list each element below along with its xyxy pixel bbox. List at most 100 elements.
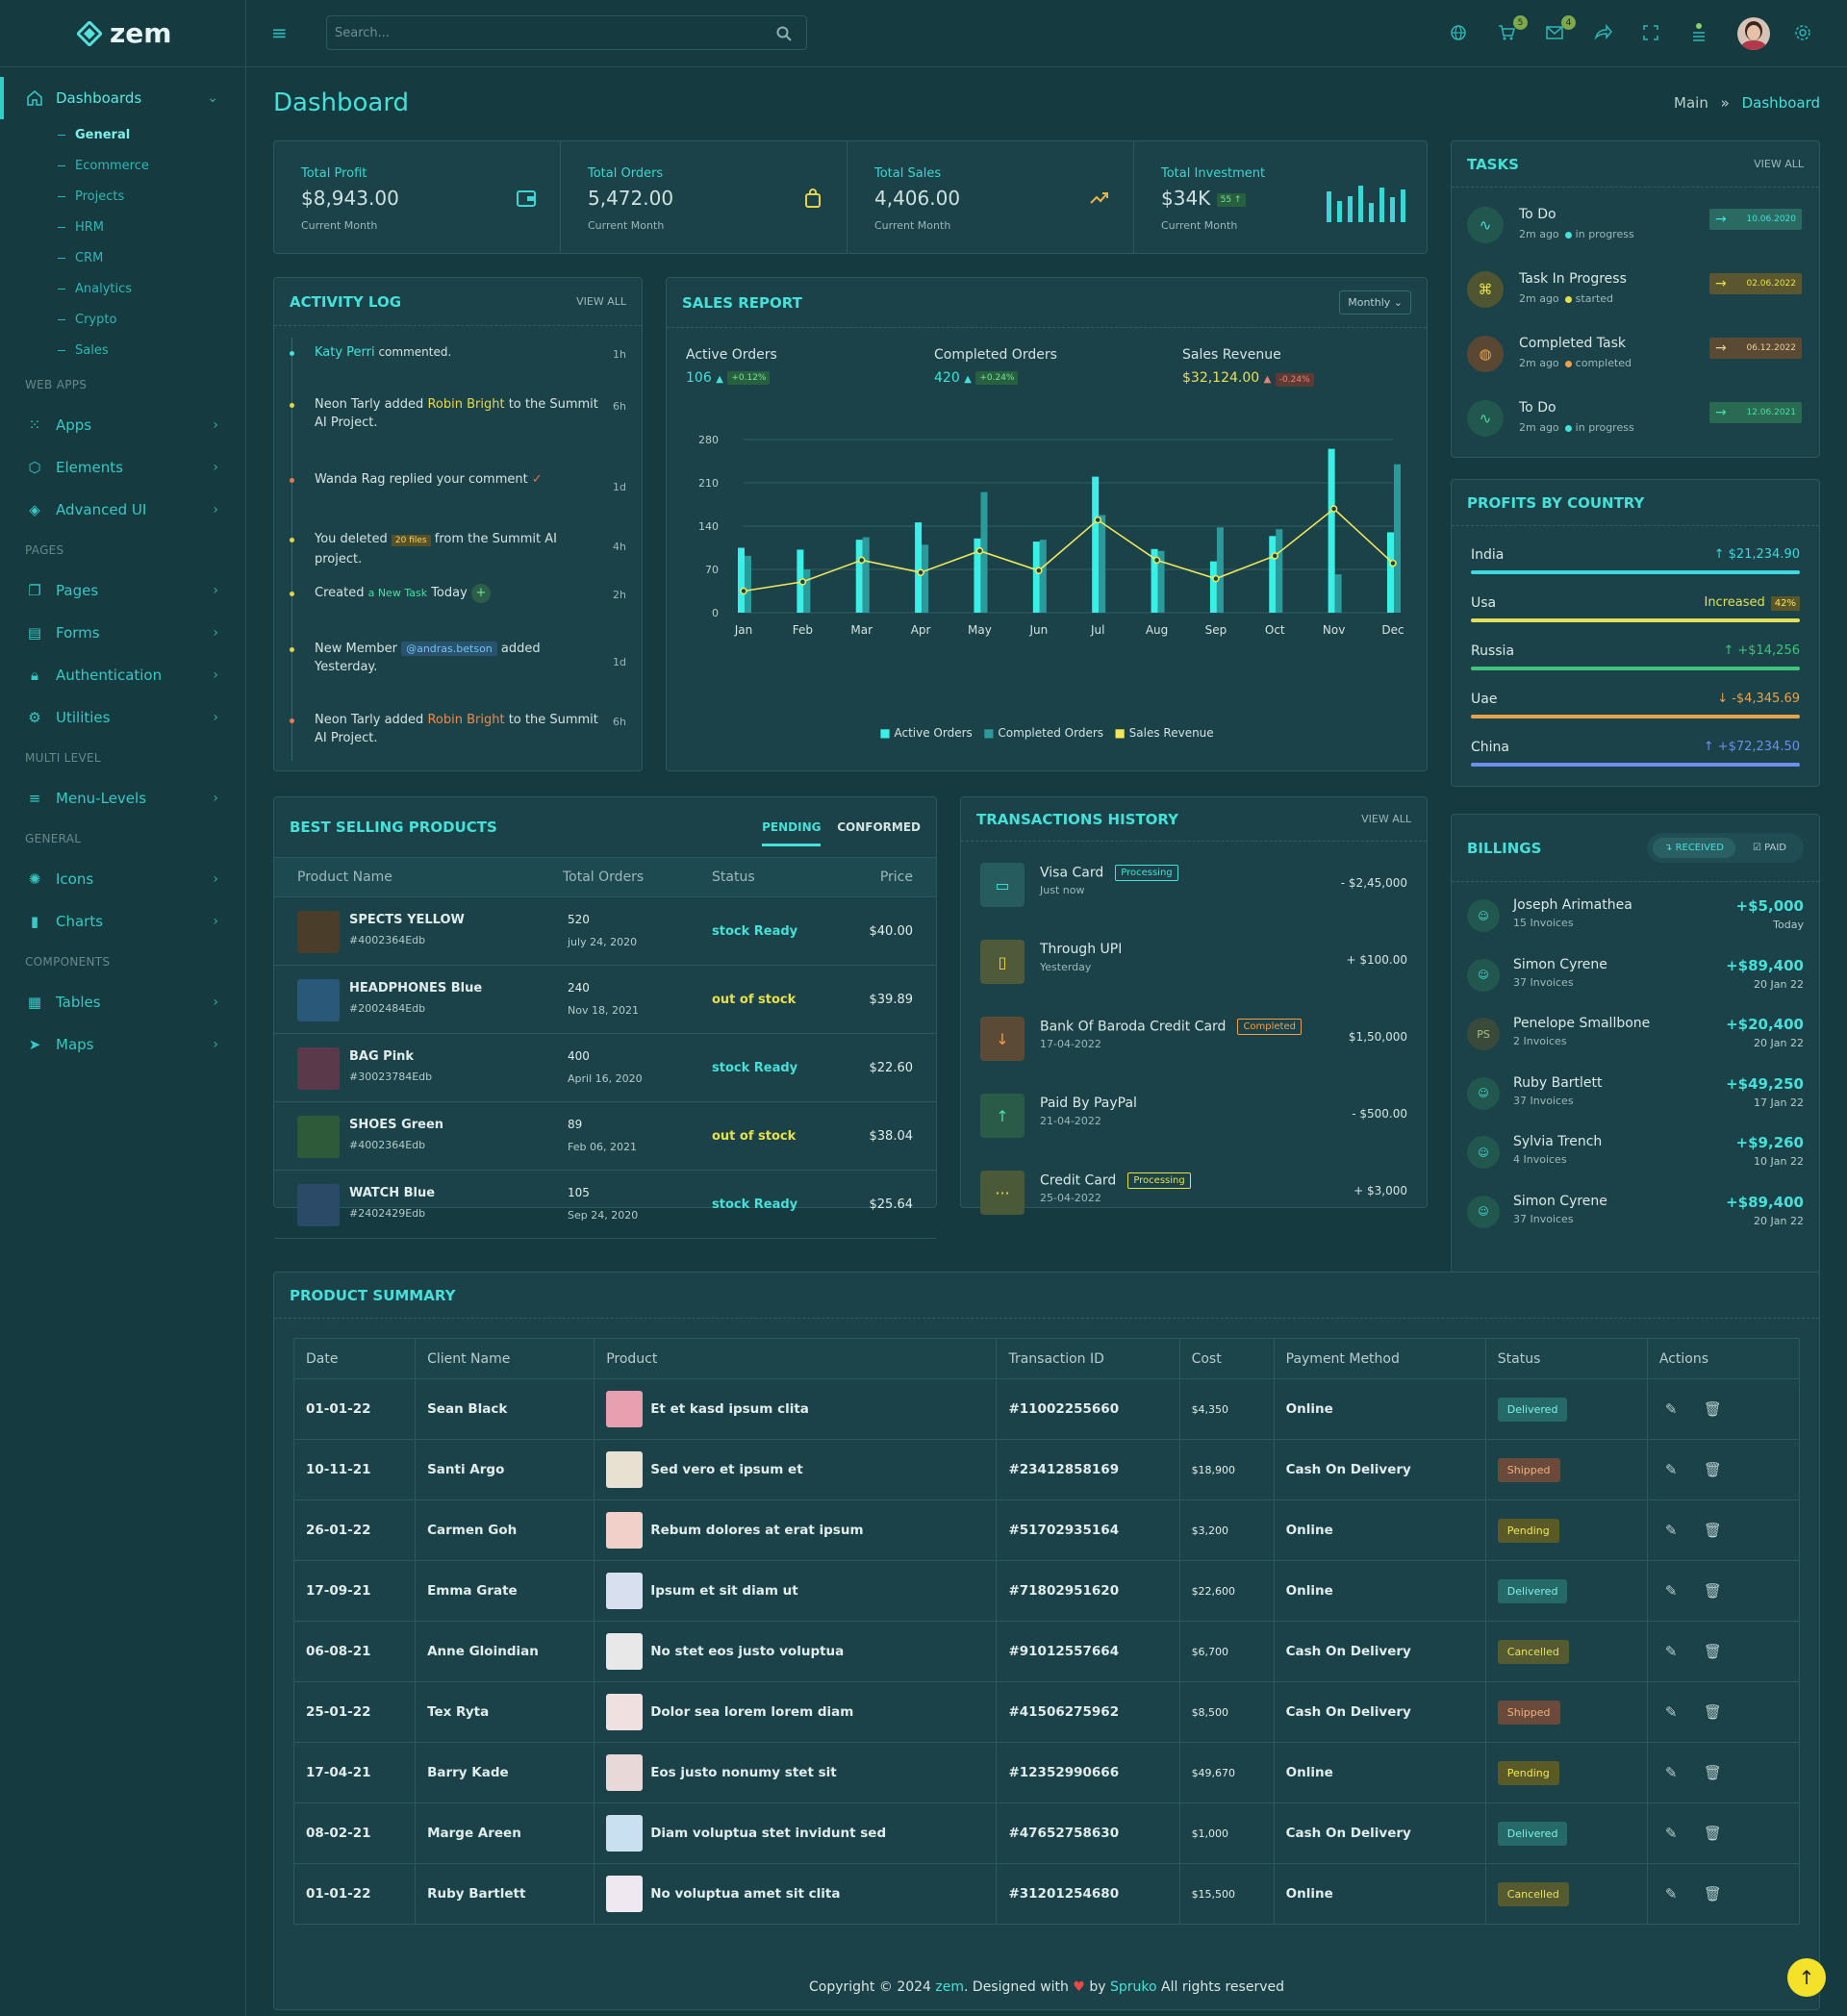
task-date: 02.06.2022: [1746, 279, 1796, 289]
sidebar-item-advanced-ui[interactable]: ◈ Advanced UI ›: [0, 489, 245, 531]
edit-icon[interactable]: ✎: [1664, 1522, 1678, 1539]
task-item[interactable]: ∿ To Do 2m ago in progress → 12.06.2021: [1467, 394, 1802, 452]
footer-brand-link[interactable]: zem: [935, 1979, 965, 1995]
view-all-link[interactable]: VIEW ALL: [1361, 813, 1411, 825]
billing-row[interactable]: ☺ Sylvia Trench 4 Invoices +$9,260 10 Jan 22: [1467, 1130, 1804, 1188]
sidebar-item-icons[interactable]: ✺ Icons ›: [0, 858, 245, 900]
edit-icon[interactable]: ✎: [1664, 1582, 1678, 1600]
tab-conformed[interactable]: CONFORMED: [837, 820, 921, 834]
product-thumbnail: [606, 1694, 644, 1730]
scroll-to-top-button[interactable]: ↑: [1787, 1958, 1826, 1997]
view-all-link[interactable]: VIEW ALL: [576, 295, 626, 308]
menu-toggle-icon[interactable]: ≡: [271, 21, 288, 44]
member-tag[interactable]: @andras.betson: [401, 642, 497, 656]
tab-pending[interactable]: PENDING: [762, 820, 822, 846]
transaction-row[interactable]: ··· Credit Card Processing 25-04-2022 + $3,0…: [980, 1171, 1407, 1217]
trash-icon[interactable]: 🗑︎: [1703, 1461, 1722, 1478]
breadcrumb-main[interactable]: Main: [1674, 94, 1708, 112]
trash-icon[interactable]: 🗑︎: [1703, 1400, 1722, 1418]
edit-icon[interactable]: ✎: [1664, 1703, 1678, 1721]
sidebar-item-dashboards[interactable]: Dashboards ⌄: [0, 77, 245, 119]
sidebar-sub-sales[interactable]: Sales: [0, 335, 245, 365]
transaction-row[interactable]: ▯ Through UPI Yesterday + $100.00: [980, 940, 1407, 986]
kpi-value: $32,124.00: [1182, 370, 1260, 386]
sidebar-sub-general[interactable]: General: [0, 119, 245, 150]
product-row[interactable]: BAG Pink #30023784Edb 400 April 16, 2020 sto…: [274, 1034, 936, 1102]
share-icon[interactable]: [1593, 23, 1614, 44]
chevron-right-icon: ›: [213, 625, 218, 641]
product-row[interactable]: WATCH Blue #2402429Edb 105 Sep 24, 2020 stoc…: [274, 1171, 936, 1239]
task-item[interactable]: ∿ To Do 2m ago in progress → 10.06.2020: [1467, 201, 1802, 259]
product-row[interactable]: SHOES Green #4002364Edb 89 Feb 06, 2021 out …: [274, 1102, 936, 1171]
activity-text: Neon Tarly added: [315, 397, 428, 412]
status-badge: Delivered: [1497, 1397, 1568, 1422]
notification-list-icon[interactable]: [1689, 23, 1710, 44]
sidebar-sub-crm[interactable]: CRM: [0, 242, 245, 273]
activity-highlight[interactable]: a New Task: [367, 587, 428, 599]
sidebar-item-authentication[interactable]: 🔒︎ Authentication ›: [0, 654, 245, 696]
transaction-row[interactable]: ↑ Paid By PayPal 21-04-2022 - $500.00: [980, 1094, 1407, 1140]
country-progress-bar: [1471, 667, 1800, 670]
sidebar-sub-projects[interactable]: Projects: [0, 181, 245, 212]
edit-icon[interactable]: ✎: [1664, 1461, 1678, 1478]
cart-icon[interactable]: 5: [1497, 15, 1528, 44]
task-item[interactable]: ◍ Completed Task 2m ago completed → 06.12.202…: [1467, 330, 1802, 388]
billing-row[interactable]: ☺ Ruby Bartlett 37 Invoices +$49,250 17 Jan …: [1467, 1071, 1804, 1129]
trash-icon[interactable]: 🗑︎: [1703, 1885, 1722, 1903]
sidebar-item-elements[interactable]: ⬡ Elements ›: [0, 446, 245, 489]
sidebar-sub-ecommerce[interactable]: Ecommerce: [0, 150, 245, 181]
transaction-row[interactable]: ▭ Visa Card Processing Just now - $2,45,000: [980, 863, 1407, 909]
edit-icon[interactable]: ✎: [1664, 1643, 1678, 1660]
product-row[interactable]: HEADPHONES Blue #2002484Edb 240 Nov 18, 202…: [274, 966, 936, 1034]
tab-received[interactable]: ↴ RECEIVED: [1652, 838, 1735, 858]
legend-swatch-active: ■: [879, 726, 891, 740]
view-all-link[interactable]: VIEW ALL: [1754, 158, 1804, 170]
search-icon[interactable]: [775, 25, 793, 42]
settings-icon[interactable]: [1793, 23, 1814, 44]
sidebar-item-maps[interactable]: ➤ Maps ›: [0, 1023, 245, 1066]
edit-icon[interactable]: ✎: [1664, 1885, 1678, 1903]
trash-icon[interactable]: 🗑︎: [1703, 1643, 1722, 1660]
add-icon[interactable]: +: [470, 584, 491, 603]
trash-icon[interactable]: 🗑︎: [1703, 1764, 1722, 1781]
transaction-row[interactable]: ↓ Bank Of Baroda Credit Card Completed 17-0…: [980, 1017, 1407, 1063]
sidebar-item-forms[interactable]: ▤ Forms ›: [0, 612, 245, 654]
tab-paid[interactable]: ☑ PAID: [1741, 838, 1798, 858]
edit-icon[interactable]: ✎: [1664, 1825, 1678, 1842]
fullscreen-icon[interactable]: [1641, 23, 1662, 44]
sidebar-item-menu-levels[interactable]: ≡ Menu-Levels ›: [0, 777, 245, 819]
period-dropdown[interactable]: Monthly ⌄: [1339, 290, 1411, 315]
activity-highlight[interactable]: Katy Perri: [315, 345, 375, 360]
footer-company-link[interactable]: Spruko: [1110, 1979, 1157, 1995]
avatar[interactable]: [1737, 17, 1770, 50]
search-input[interactable]: Search...: [326, 15, 807, 50]
cube-icon: ⬡: [28, 459, 41, 476]
edit-icon[interactable]: ✎: [1664, 1400, 1678, 1418]
activity-highlight[interactable]: Robin Bright: [427, 397, 505, 412]
mail-icon[interactable]: 4: [1545, 15, 1576, 44]
billing-row[interactable]: ☺ Simon Cyrene 37 Invoices +$89,400 20 Jan 2…: [1467, 953, 1804, 1011]
sidebar-item-pages[interactable]: ❐ Pages ›: [0, 569, 245, 612]
trash-icon[interactable]: 🗑︎: [1703, 1703, 1722, 1721]
logo[interactable]: zem: [0, 0, 245, 67]
sidebar-sub-hrm[interactable]: HRM: [0, 212, 245, 242]
sidebar-item-utilities[interactable]: ⚙︎ Utilities ›: [0, 696, 245, 739]
billing-row[interactable]: ☺ Simon Cyrene 37 Invoices +$89,400 20 Jan 2…: [1467, 1190, 1804, 1247]
billing-row[interactable]: PS Penelope Smallbone 2 Invoices +$20,400 20…: [1467, 1012, 1804, 1070]
trash-icon[interactable]: 🗑︎: [1703, 1522, 1722, 1539]
sidebar-item-charts[interactable]: ▮ Charts ›: [0, 900, 245, 943]
trash-icon[interactable]: 🗑︎: [1703, 1582, 1722, 1600]
product-row[interactable]: SPECTS YELLOW #4002364Edb 520 july 24, 2020…: [274, 897, 936, 966]
activity-highlight[interactable]: Robin Bright: [427, 713, 505, 727]
sidebar-item-label: Elements: [56, 459, 123, 476]
sidebar-item-apps[interactable]: ⁙ Apps ›: [0, 404, 245, 446]
trash-icon[interactable]: 🗑︎: [1703, 1825, 1722, 1842]
globe-icon[interactable]: [1449, 23, 1470, 44]
billing-row[interactable]: ☺ Joseph Arimathea 15 Invoices +$5,000 Today: [1467, 894, 1804, 951]
sidebar-sub-crypto[interactable]: Crypto: [0, 304, 245, 335]
sidebar-sub-analytics[interactable]: Analytics: [0, 273, 245, 304]
task-item[interactable]: ⌘ Task In Progress 2m ago started → 02.06.202…: [1467, 265, 1802, 323]
sidebar-item-tables[interactable]: ▦ Tables ›: [0, 981, 245, 1023]
card-title: BEST SELLING PRODUCTS: [290, 819, 497, 836]
edit-icon[interactable]: ✎: [1664, 1764, 1678, 1781]
